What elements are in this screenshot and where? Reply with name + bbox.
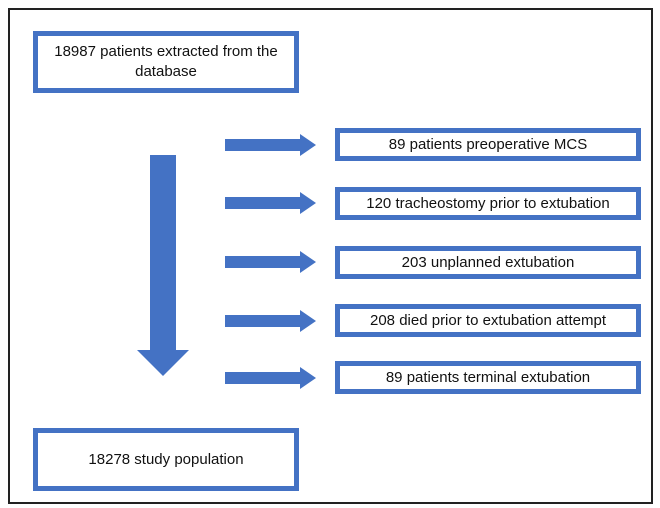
box-label: 203 unplanned extubation [401, 253, 575, 271]
box-label: 18987 patients extracted from the databa… [54, 43, 278, 80]
down-arrow [137, 155, 189, 376]
right-arrow [225, 310, 316, 332]
exclusion-box: 89 patients terminal extubation [335, 361, 641, 394]
exclusion-box: 203 unplanned extubation [335, 246, 641, 279]
exclusion-box: 120 tracheostomy prior to extubation [335, 187, 641, 220]
right-arrow [225, 192, 316, 214]
right-arrow [225, 367, 316, 389]
source-box: 18987 patients extracted from the databa… [33, 31, 299, 93]
box-label: 89 patients terminal extubation [385, 368, 591, 386]
right-arrow [225, 251, 316, 273]
box-label: 208 died prior to extubation attempt [370, 311, 606, 329]
right-arrow [225, 134, 316, 156]
exclusion-box: 89 patients preoperative MCS [335, 128, 641, 161]
box-label: 120 tracheostomy prior to extubation [366, 194, 610, 212]
frame [8, 8, 653, 504]
box-label: 18278 study population [88, 450, 244, 468]
result-box: 18278 study population [33, 428, 299, 491]
box-label: 89 patients preoperative MCS [388, 135, 588, 153]
exclusion-box: 208 died prior to extubation attempt [335, 304, 641, 337]
